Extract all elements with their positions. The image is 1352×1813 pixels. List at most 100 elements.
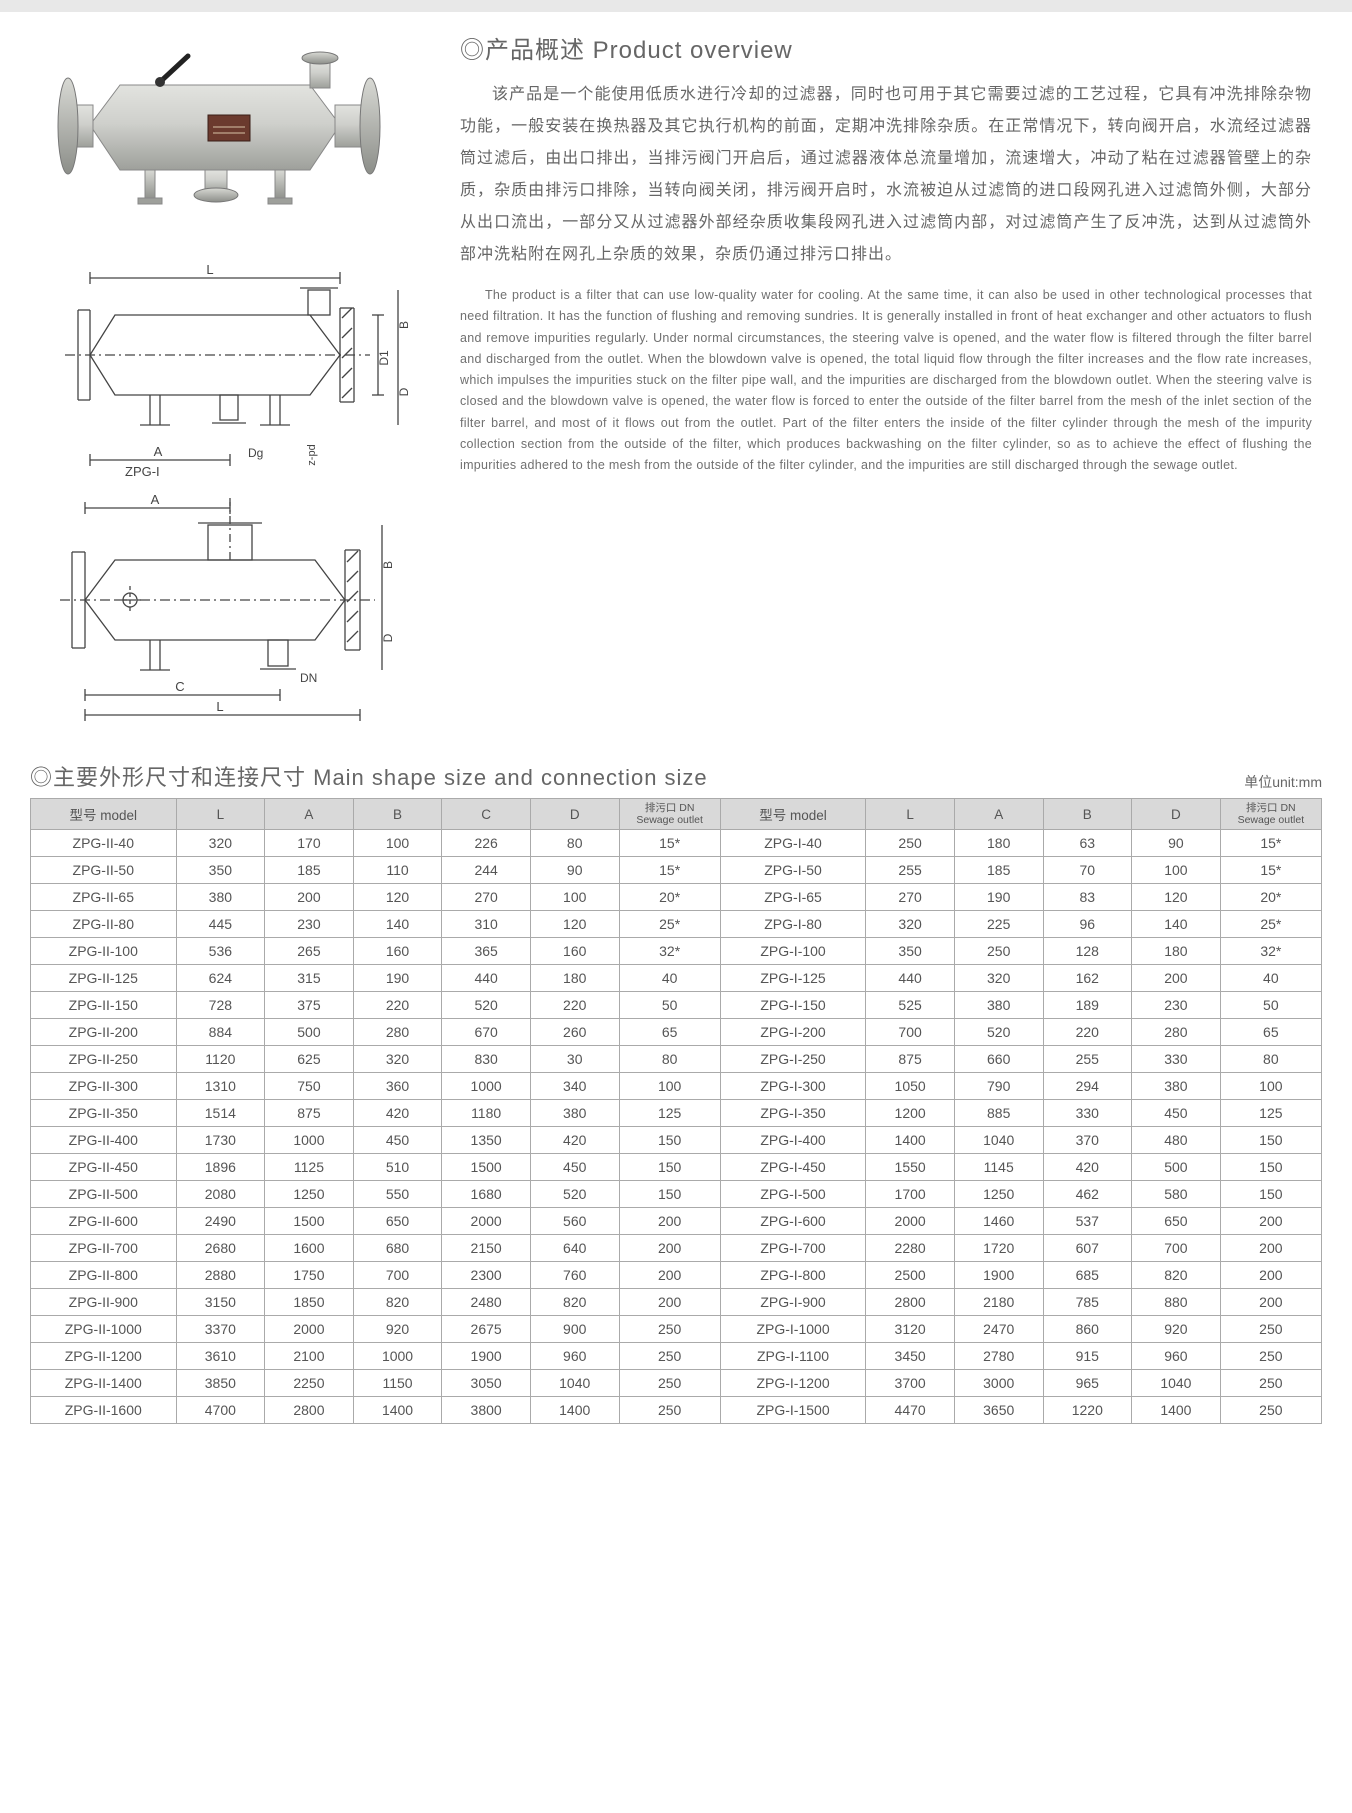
dim-zpd: z-pd (306, 444, 318, 465)
table-cell: 15* (619, 830, 720, 857)
table-cell: 150 (619, 1127, 720, 1154)
table-cell: 1550 (866, 1154, 955, 1181)
table-cell: 1896 (176, 1154, 265, 1181)
table-row: ZPG-II-30013107503601000340100ZPG-I-3001… (31, 1073, 1322, 1100)
table-cell: 3610 (176, 1343, 265, 1370)
table-cell: 375 (265, 992, 354, 1019)
right-column: ◎产品概述 Product overview 该产品是一个能使用低质水进行冷却的… (460, 30, 1322, 730)
table-cell: 680 (353, 1235, 442, 1262)
table-cell: ZPG-II-350 (31, 1100, 177, 1127)
table-header-cell: A (954, 799, 1043, 830)
table-cell: 920 (353, 1316, 442, 1343)
table-cell: 480 (1132, 1127, 1221, 1154)
table-cell: 380 (954, 992, 1043, 1019)
table-cell: 200 (619, 1262, 720, 1289)
table-cell: 220 (353, 992, 442, 1019)
table-cell: 860 (1043, 1316, 1132, 1343)
table-cell: 250 (619, 1316, 720, 1343)
table-cell: 380 (1132, 1073, 1221, 1100)
table-cell: ZPG-I-700 (720, 1235, 866, 1262)
table-cell: 1900 (442, 1343, 531, 1370)
table-cell: 350 (866, 938, 955, 965)
table-cell: 50 (619, 992, 720, 1019)
table-cell: 640 (530, 1235, 619, 1262)
table-cell: ZPG-II-50 (31, 857, 177, 884)
table-cell: 83 (1043, 884, 1132, 911)
table-cell: 520 (954, 1019, 1043, 1046)
table-row: ZPG-II-450189611255101500450150ZPG-I-450… (31, 1154, 1322, 1181)
table-cell: 200 (1220, 1262, 1321, 1289)
table-cell: 160 (353, 938, 442, 965)
table-cell: 150 (619, 1181, 720, 1208)
table-cell: 875 (265, 1100, 354, 1127)
table-cell: 220 (530, 992, 619, 1019)
table-cell: ZPG-II-300 (31, 1073, 177, 1100)
table-cell: 255 (866, 857, 955, 884)
table-cell: 1220 (1043, 1397, 1132, 1424)
table-cell: 2490 (176, 1208, 265, 1235)
table-cell: 1145 (954, 1154, 1043, 1181)
table-cell: 2000 (442, 1208, 531, 1235)
table-cell: 580 (1132, 1181, 1221, 1208)
table-cell: 960 (1132, 1343, 1221, 1370)
table-cell: 960 (530, 1343, 619, 1370)
table-cell: 280 (353, 1019, 442, 1046)
table-cell: 120 (1132, 884, 1221, 911)
table-cell: 1250 (265, 1181, 354, 1208)
table-cell: 1040 (1132, 1370, 1221, 1397)
table-cell: 162 (1043, 965, 1132, 992)
table-cell: 150 (1220, 1127, 1321, 1154)
table-cell: 200 (1220, 1208, 1321, 1235)
table-cell: 520 (530, 1181, 619, 1208)
table-cell: 625 (265, 1046, 354, 1073)
table-cell: 884 (176, 1019, 265, 1046)
table-row: ZPG-II-8044523014031012025*ZPG-I-8032022… (31, 911, 1322, 938)
table-row: ZPG-II-900315018508202480820200ZPG-I-900… (31, 1289, 1322, 1316)
table-body: ZPG-II-403201701002268015*ZPG-I-40250180… (31, 830, 1322, 1424)
table-cell: 450 (1132, 1100, 1221, 1127)
table-header-cell: 型号 model (720, 799, 866, 830)
table-cell: 1680 (442, 1181, 531, 1208)
table-cell: 20* (1220, 884, 1321, 911)
table-cell: 965 (1043, 1370, 1132, 1397)
table-cell: 225 (954, 911, 1043, 938)
table-cell: 250 (866, 830, 955, 857)
table-cell: ZPG-II-500 (31, 1181, 177, 1208)
table-cell: 550 (353, 1181, 442, 1208)
table-cell: 270 (442, 884, 531, 911)
table-cell: 1040 (530, 1370, 619, 1397)
table-cell: 250 (1220, 1316, 1321, 1343)
table-cell: 3800 (442, 1397, 531, 1424)
table-cell: 80 (1220, 1046, 1321, 1073)
table-cell: ZPG-II-40 (31, 830, 177, 857)
table-cell: 1000 (353, 1343, 442, 1370)
table-cell: 65 (619, 1019, 720, 1046)
table-cell: 2780 (954, 1343, 1043, 1370)
table-cell: 200 (619, 1208, 720, 1235)
table-cell: 1400 (353, 1397, 442, 1424)
table-cell: 700 (866, 1019, 955, 1046)
table-cell: 230 (1132, 992, 1221, 1019)
table-cell: 15* (619, 857, 720, 884)
table-cell: 150 (1220, 1154, 1321, 1181)
table-header-cell: L (176, 799, 265, 830)
table-header-cell: A (265, 799, 354, 830)
table-cell: 920 (1132, 1316, 1221, 1343)
dimension-table: 型号 modelLABCD排污口 DNSewage outlet型号 model… (30, 798, 1322, 1424)
table-header-cell: 排污口 DNSewage outlet (619, 799, 720, 830)
table-cell: 330 (1043, 1100, 1132, 1127)
table-row: ZPG-II-140038502250115030501040250ZPG-I-… (31, 1370, 1322, 1397)
table-cell: 189 (1043, 992, 1132, 1019)
table-cell: 190 (954, 884, 1043, 911)
table-row: ZPG-II-500208012505501680520150ZPG-I-500… (31, 1181, 1322, 1208)
table-cell: ZPG-II-65 (31, 884, 177, 911)
table-cell: 96 (1043, 911, 1132, 938)
dim2-L: L (216, 699, 223, 714)
dim-L: L (206, 262, 213, 277)
dim2-B: B (381, 561, 395, 569)
overview-zh: 该产品是一个能使用低质水进行冷却的过滤器，同时也可用于其它需要过滤的工艺过程，它… (460, 79, 1312, 271)
table-cell: 790 (954, 1073, 1043, 1100)
table-cell: ZPG-I-80 (720, 911, 866, 938)
table-cell: ZPG-II-400 (31, 1127, 177, 1154)
table-row: ZPG-II-6538020012027010020*ZPG-I-6527019… (31, 884, 1322, 911)
